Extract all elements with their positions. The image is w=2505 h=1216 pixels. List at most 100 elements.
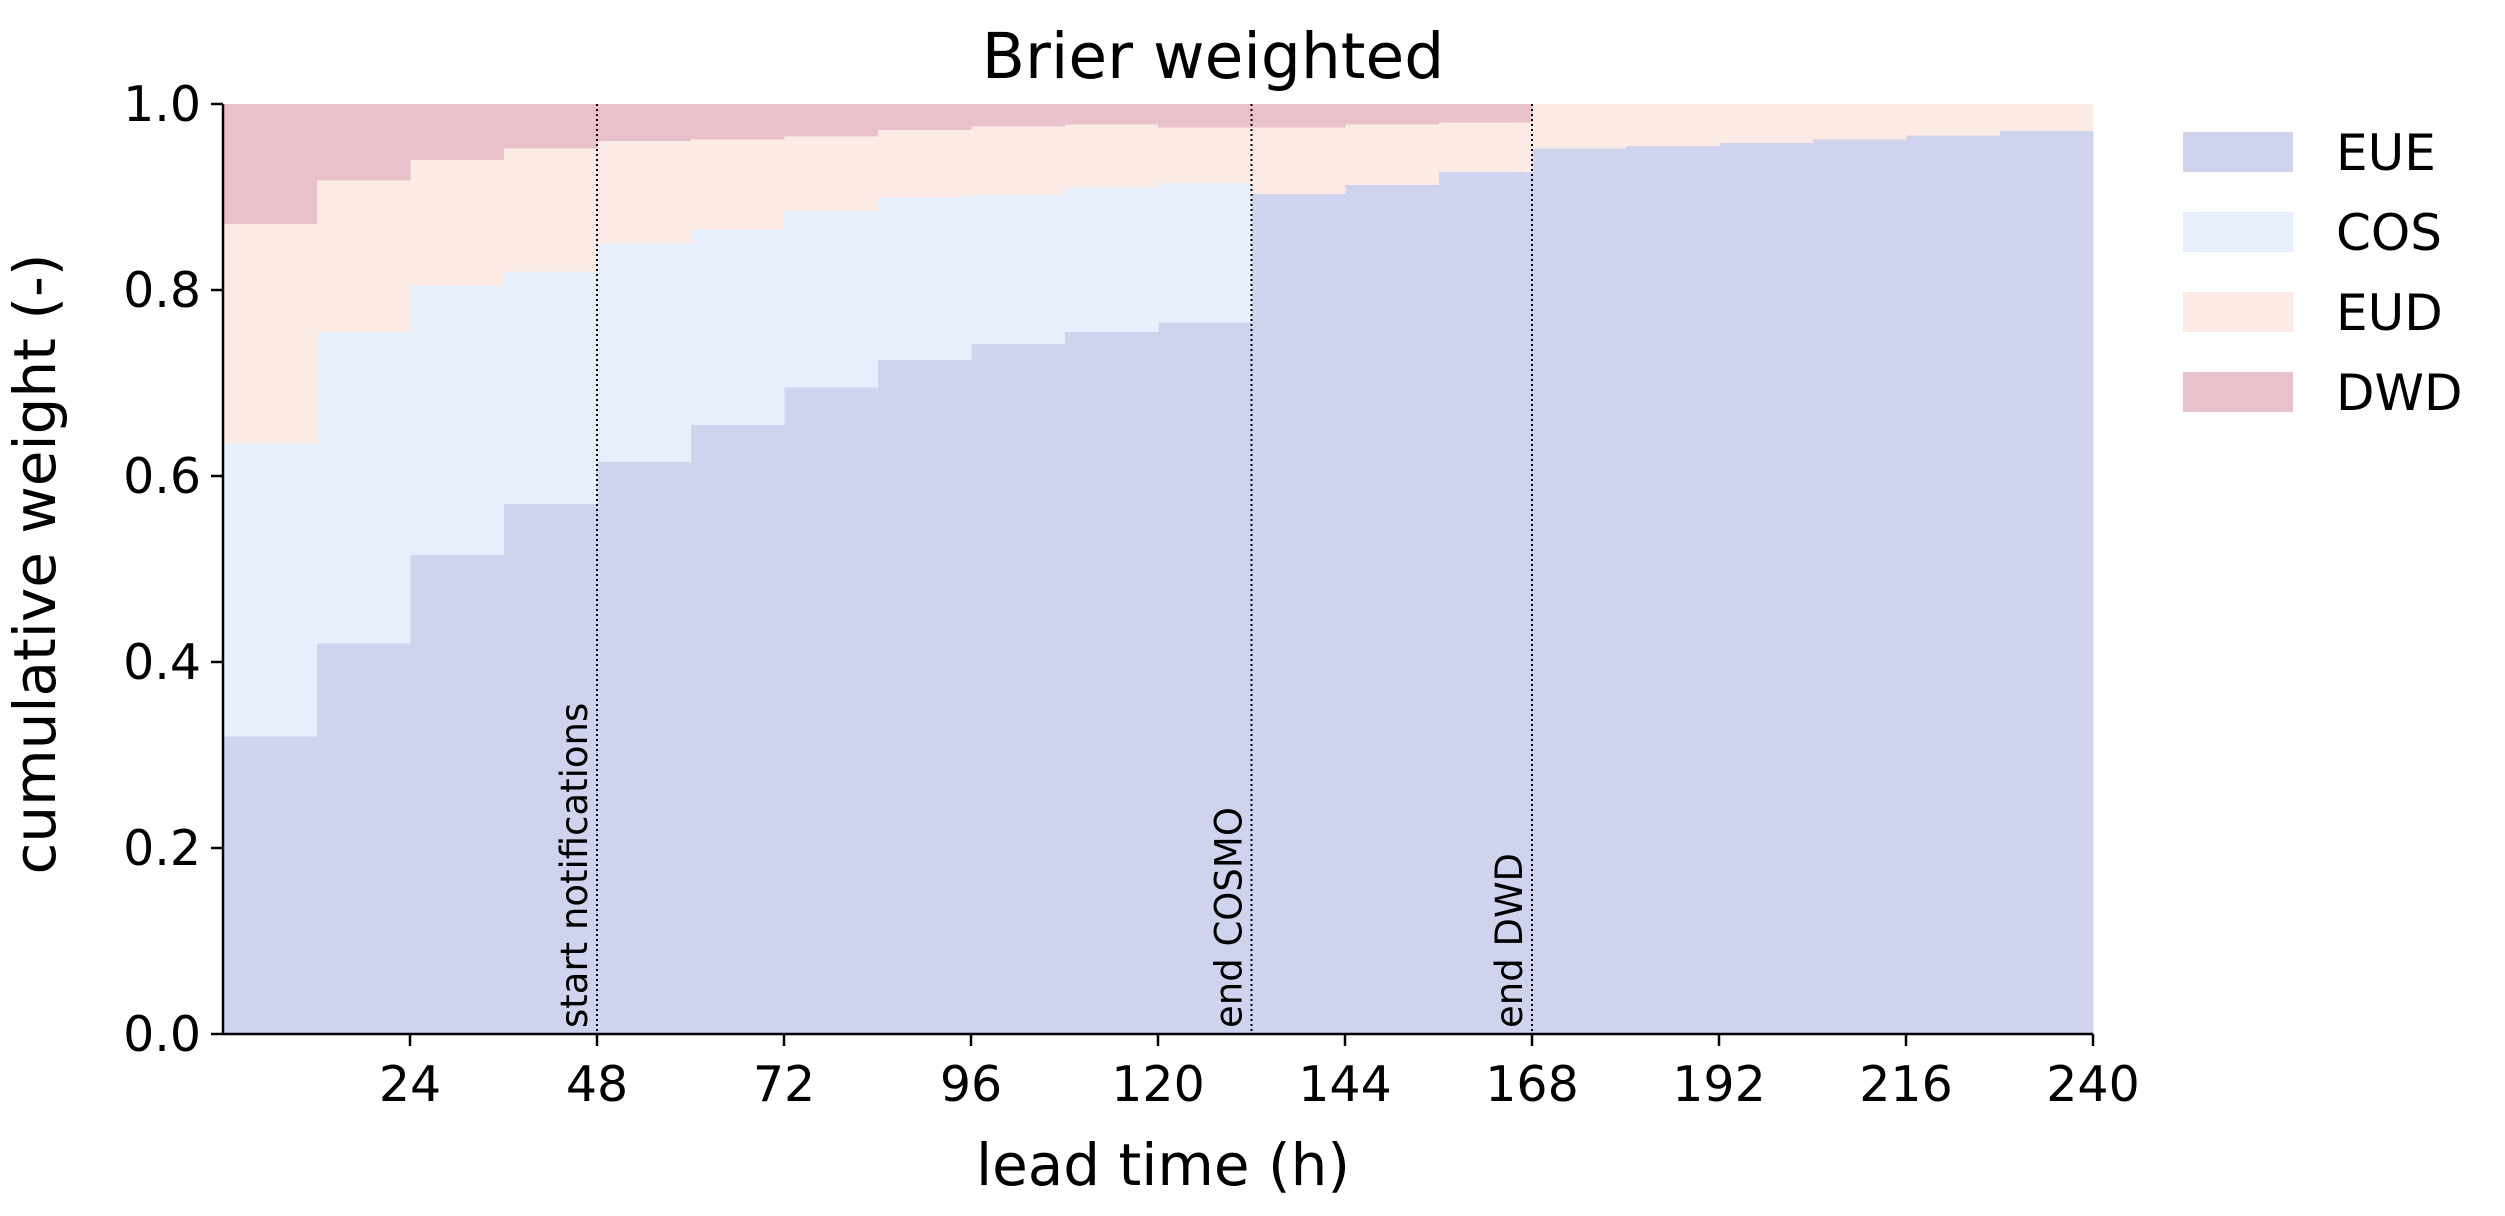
area-segment-dwd: [1438, 104, 1533, 123]
area-segment-eud: [690, 139, 785, 230]
legend-item-cos: COS: [2183, 204, 2442, 262]
area-segment-cos: [784, 210, 879, 388]
area-segment-dwd: [316, 104, 411, 181]
area-segment-eue: [410, 555, 505, 1034]
area-segment-eud: [1345, 124, 1440, 185]
area-segment-cos: [1158, 183, 1253, 323]
area-segment-dwd: [1251, 104, 1346, 128]
area-segment-eue: [971, 343, 1066, 1034]
area-segment-eud: [503, 148, 598, 272]
area-segment-dwd: [503, 104, 598, 149]
area-segment-eue: [503, 503, 598, 1034]
area-segment-dwd: [690, 104, 785, 140]
x-tick-label: 144: [1298, 1056, 1392, 1113]
area-segment-eue: [690, 424, 785, 1035]
area-segment-eud: [1532, 104, 1627, 149]
area-segment-eud: [1064, 124, 1159, 188]
legend-label: EUD: [2336, 284, 2443, 342]
areas-layer: [223, 104, 2094, 1035]
legend-item-eue: EUE: [2183, 124, 2436, 182]
legend-label: COS: [2336, 204, 2442, 262]
legend-label: EUE: [2336, 124, 2436, 182]
area-segment-eud: [597, 141, 692, 244]
y-tick-label: 0.6: [123, 448, 201, 505]
area-segment-eud: [1158, 127, 1253, 184]
area-segment-cos: [223, 443, 318, 737]
area-segment-eud: [1251, 127, 1346, 195]
x-tick-label: 216: [1859, 1056, 1953, 1113]
area-segment-eue: [1906, 135, 2001, 1034]
area-segment-eue: [597, 462, 692, 1034]
area-segment-eud: [316, 180, 411, 332]
area-segment-eue: [1812, 139, 1907, 1035]
area-segment-dwd: [410, 104, 505, 160]
area-segment-eud: [1906, 104, 2001, 136]
x-axis-label: lead time (h): [976, 1131, 1350, 1199]
area-segment-eud: [784, 136, 879, 211]
area-segment-eud: [1812, 104, 1907, 140]
legend-item-dwd: DWD: [2183, 364, 2462, 422]
area-segment-eud: [1999, 104, 2094, 131]
area-segment-eue: [784, 387, 879, 1034]
x-tick-label: 72: [753, 1056, 815, 1113]
y-tick-label: 0.8: [123, 262, 201, 319]
y-tick-label: 0.0: [123, 1006, 201, 1063]
legend-swatch: [2183, 132, 2293, 172]
area-segment-cos: [690, 229, 785, 425]
x-tick-label: 120: [1111, 1056, 1205, 1113]
area-segment-eud: [1625, 104, 1720, 146]
area-segment-dwd: [971, 104, 1066, 127]
x-tick-label: 168: [1485, 1056, 1579, 1113]
legend-item-eud: EUD: [2183, 284, 2443, 342]
annotations-layer: start notifications end COSMO end DWD: [553, 104, 1533, 1034]
x-tick-label: 24: [379, 1056, 441, 1113]
area-segment-cos: [316, 331, 411, 644]
area-segment-eue: [1345, 184, 1440, 1034]
area-segment-eud: [1719, 104, 1814, 144]
area-segment-dwd: [223, 104, 318, 224]
x-tick-label: 240: [2046, 1056, 2140, 1113]
area-segment-eud: [971, 126, 1066, 196]
legend-swatch: [2183, 212, 2293, 252]
y-tick-label: 0.2: [123, 820, 201, 877]
legend-label: DWD: [2336, 364, 2462, 422]
area-segment-dwd: [597, 104, 692, 142]
x-tick-label: 192: [1672, 1056, 1766, 1113]
area-segment-dwd: [1158, 104, 1253, 128]
axes-layer: 24 48 72 96 120 144 168 192 216 240 0.0 0.2 0.4 0.6 0.…: [123, 76, 2140, 1113]
area-segment-cos: [1064, 187, 1159, 332]
annotation-label: end DWD: [1488, 853, 1531, 1028]
area-segment-cos: [503, 271, 598, 504]
legend: EUE COS EUD DWD: [2183, 124, 2462, 422]
annotation-label: end COSMO: [1208, 807, 1251, 1028]
y-tick-label: 0.4: [123, 634, 201, 691]
x-tick-label: 96: [940, 1056, 1002, 1113]
area-segment-eue: [1999, 130, 2094, 1035]
area-segment-eue: [1438, 171, 1533, 1034]
area-segment-cos: [877, 197, 972, 360]
area-segment-eue: [1251, 194, 1346, 1034]
chart-title: Brier weighted: [982, 20, 1444, 93]
area-segment-dwd: [1064, 104, 1159, 125]
area-segment-cos: [971, 195, 1066, 344]
area-segment-eue: [1719, 143, 1814, 1034]
area-segment-eue: [316, 643, 411, 1034]
area-segment-eue: [1532, 148, 1627, 1034]
legend-swatch: [2183, 292, 2293, 332]
x-tick-label: 48: [566, 1056, 628, 1113]
y-tick-label: 1.0: [123, 76, 201, 133]
area-segment-eue: [1158, 322, 1253, 1034]
area-segment-dwd: [877, 104, 972, 131]
area-segment-eud: [223, 223, 318, 444]
area-segment-dwd: [784, 104, 879, 137]
annotation-label: start notifications: [553, 703, 596, 1028]
y-axis-label: cumulative weight (-): [1, 253, 69, 874]
area-segment-eud: [410, 159, 505, 286]
area-segment-eue: [1625, 145, 1720, 1035]
area-segment-eue: [877, 359, 972, 1034]
area-segment-eud: [877, 130, 972, 197]
area-segment-cos: [597, 243, 692, 463]
area-segment-dwd: [1345, 104, 1440, 125]
